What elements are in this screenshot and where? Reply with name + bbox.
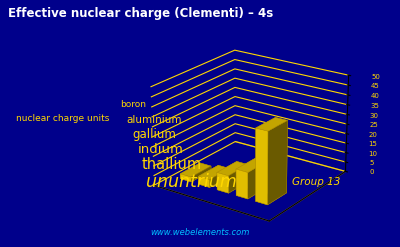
Text: ununtrium: ununtrium (146, 173, 237, 190)
Text: thallium: thallium (142, 157, 202, 172)
Text: boron: boron (120, 101, 146, 109)
Text: gallium: gallium (132, 128, 176, 141)
Text: Group 13: Group 13 (292, 177, 340, 186)
Text: www.webelements.com: www.webelements.com (150, 228, 250, 237)
Text: nuclear charge units: nuclear charge units (16, 114, 109, 123)
Text: indium: indium (138, 143, 184, 156)
Text: Effective nuclear charge (Clementi) – 4s: Effective nuclear charge (Clementi) – 4s (8, 7, 273, 21)
Text: aluminium: aluminium (126, 115, 182, 125)
